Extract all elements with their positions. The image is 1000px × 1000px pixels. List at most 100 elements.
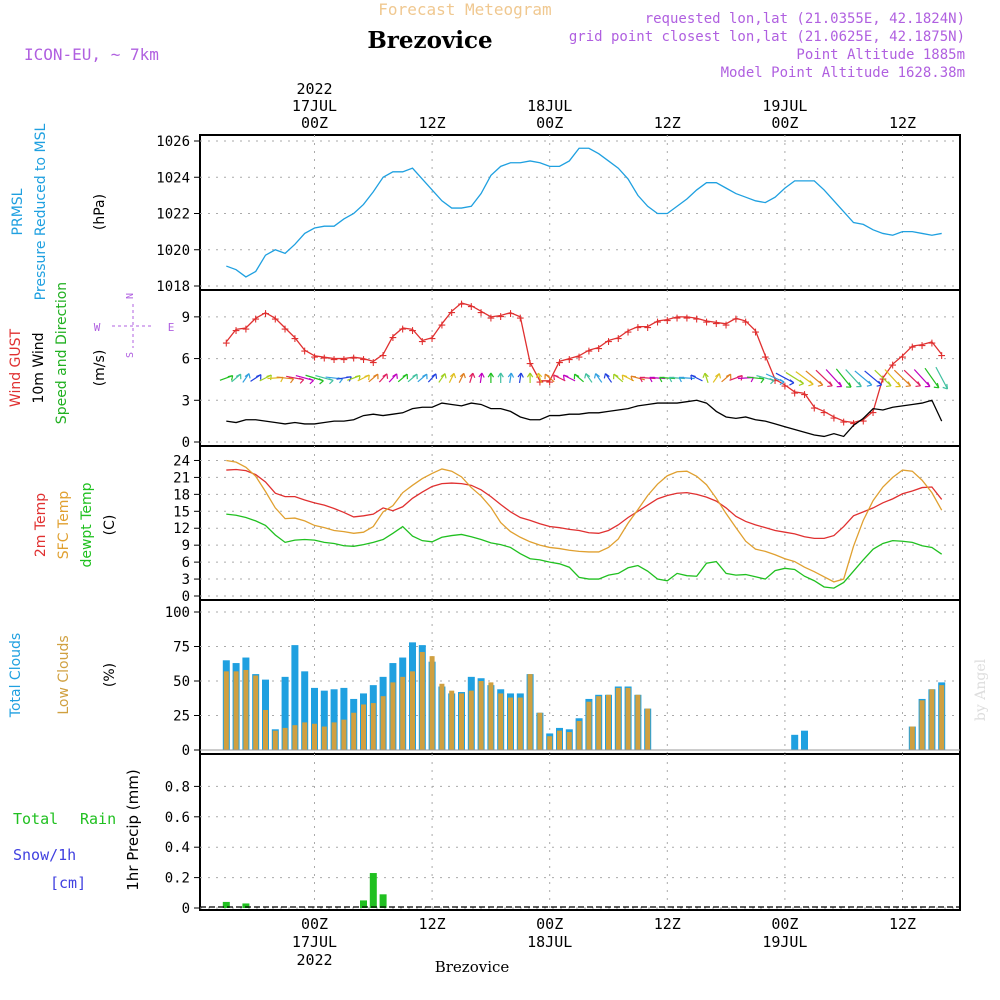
wind-arrow-head [402,373,408,378]
bar-low-clouds [909,726,915,750]
gust-marker: + [605,334,613,349]
gust-marker: + [458,297,466,312]
bar-low-clouds [557,730,562,750]
gust-marker: + [448,305,456,320]
wind-arrow-head [507,372,512,378]
bar-low-clouds [282,727,288,750]
bar-low-clouds [488,682,494,750]
wind-arrow-head [886,385,892,388]
bar-low-clouds [939,685,945,750]
wind-arrow-head [838,381,843,387]
wind-arrow-head [435,373,438,379]
bar-low-clouds [596,696,602,750]
wind-arrow-head [915,385,921,388]
wind-arrow-head [431,373,437,378]
time-label-top: 00Z [771,114,798,132]
wind-arrow-head [584,373,587,379]
y-tick-label: 6 [182,555,190,571]
wind-arrow-head [630,376,634,382]
gust-marker: + [565,353,573,368]
wind-arrow-head [621,375,624,381]
wind-arrow-head [613,373,619,378]
wind-arrow-head [227,375,233,378]
wind-arrow-head [769,377,775,381]
wind-arrow-head [927,381,931,387]
y-tick-label: 0.8 [165,779,190,795]
watermark: by Angel [973,658,989,721]
gust-marker: + [467,300,475,315]
panel-clouds: 0 25 50 75 100 [165,599,961,759]
y-tick-label: 12 [173,521,190,537]
wind-arrow-head [412,373,418,378]
time-label-top: 17JUL [292,97,337,115]
gust-marker: + [369,355,377,370]
wind-arrow-head [809,380,814,385]
series-line-wind-gust [225,302,943,424]
gust-marker: + [242,322,250,337]
gust-marker: + [742,315,750,330]
clouds-total-label: Total Clouds [8,633,24,718]
wind-arrow-head [942,386,948,390]
gust-marker: + [262,307,270,322]
pressure-label: PRMSL [10,188,26,235]
wind-arrow [704,372,709,384]
wind-arrow-head [936,382,940,388]
gust-marker: + [546,375,554,390]
gust-marker: + [859,414,867,429]
wind-arrow [469,372,474,384]
wind-arrow-head [373,373,379,378]
wind-10m-label: 10m Wind [31,332,47,403]
wind-arrow-head [510,372,515,378]
wind-arrow-head [876,384,882,387]
wind-arrow-head [517,372,522,378]
y-tick-label: 3 [182,393,190,409]
bar-low-clouds [263,709,268,750]
bar-low-clouds [429,656,435,750]
wind-arrow-head [866,384,872,387]
model-name: ICON-EU, ~ 7km [24,45,159,64]
gust-marker: + [810,401,818,416]
y-tick-label: 1020 [156,243,190,259]
wind-arrow [935,366,949,390]
wind-arrow-head [235,373,241,378]
wind-arrow-head [481,372,485,378]
bar-low-clouds [390,682,396,750]
y-tick-label: 100 [165,605,190,621]
gust-marker: + [418,334,426,349]
wind-arrow-head [270,375,272,381]
wind-arrow-head [463,373,466,379]
time-label-bottom: 00Z [301,915,328,933]
wind-arrow-head [603,373,607,379]
bar-low-clouds [351,712,357,750]
wind-arrow [815,369,833,387]
gust-marker: + [360,353,368,368]
bar-low-clouds [459,693,464,750]
bar-total-clouds [311,687,318,750]
time-label-top: 12Z [654,114,681,132]
wind-arrow-head [472,372,476,378]
wind-arrow [864,370,882,386]
y-tick-label: 0 [182,435,190,451]
gust-marker: + [938,348,946,363]
bar-low-clouds [243,669,249,750]
wind-arrow-head [789,382,795,386]
bar-precip [242,903,250,908]
wind-arrow-head [905,385,911,388]
gust-marker: + [683,311,691,326]
wind-arrow-head [244,373,250,378]
clouds-low-label: Low Clouds [56,635,72,714]
gust-marker: + [663,314,671,329]
gust-marker: + [840,415,848,430]
wind-arrow-head [817,384,823,387]
wind-arrow-head [878,380,883,386]
wind-arrow-head [298,377,304,381]
bar-low-clouds [929,689,935,750]
gust-marker: + [928,336,936,351]
wind-arrow-head [392,373,398,378]
wind-arrow [845,369,862,387]
gust-marker: + [634,321,642,336]
wind-arrow-head [500,372,504,378]
gust-marker: + [301,344,309,359]
series-line-prmsl [226,147,942,278]
